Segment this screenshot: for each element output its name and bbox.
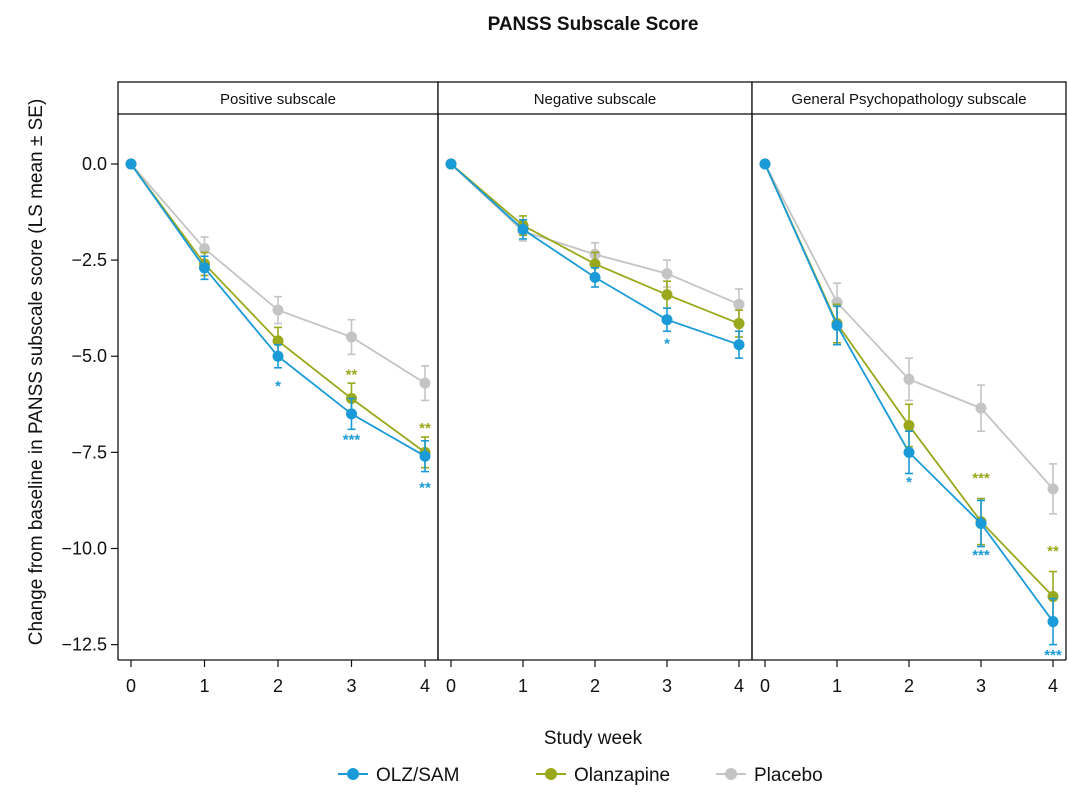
data-point xyxy=(733,339,745,351)
x-tick-label: 0 xyxy=(446,676,456,696)
data-point xyxy=(419,450,431,462)
data-point xyxy=(272,335,284,347)
x-tick-label: 4 xyxy=(1048,676,1058,696)
data-point xyxy=(661,314,673,326)
x-tick-label: 0 xyxy=(126,676,136,696)
panel-strip xyxy=(437,81,753,115)
series-olz-sam xyxy=(445,158,745,359)
data-point xyxy=(1047,483,1059,495)
y-axis-title-group: Change from baseline in PANSS subscale s… xyxy=(26,99,47,646)
panel-strip xyxy=(751,81,1067,115)
data-point xyxy=(517,223,529,235)
y-tick-label: −12.5 xyxy=(61,635,107,655)
data-point xyxy=(199,262,210,274)
y-tick-label: −10.0 xyxy=(61,538,107,558)
x-tick-label: 1 xyxy=(832,676,842,696)
data-point xyxy=(661,289,673,301)
x-axis-title: Study week xyxy=(544,728,643,749)
x-tick-label: 1 xyxy=(199,676,209,696)
data-point xyxy=(1047,616,1059,628)
series-placebo xyxy=(759,158,1059,515)
data-point xyxy=(589,271,601,283)
legend-label: Placebo xyxy=(754,765,823,786)
panel-title: General Psychopathology subscale xyxy=(791,91,1026,108)
chart-title: PANSS Subscale Score xyxy=(488,14,699,35)
x-tick-label: 4 xyxy=(420,676,430,696)
legend-item: OLZ/SAM xyxy=(338,765,459,786)
x-tick-label: 2 xyxy=(273,676,283,696)
legend-marker xyxy=(545,768,557,780)
data-point xyxy=(975,518,987,529)
data-point xyxy=(445,158,457,170)
data-point xyxy=(903,446,915,458)
significance-label: ** xyxy=(419,480,431,497)
legend-item: Olanzapine xyxy=(536,765,670,786)
significance-label: ** xyxy=(346,366,358,383)
data-point xyxy=(759,158,771,170)
data-point xyxy=(903,419,915,431)
legend-item: Placebo xyxy=(716,765,823,786)
series-olz-sam xyxy=(125,158,431,473)
legend-label: Olanzapine xyxy=(574,765,670,786)
significance-label: * xyxy=(275,378,281,395)
significance-label: ** xyxy=(419,420,431,437)
data-point xyxy=(272,304,284,316)
panel-strip xyxy=(117,81,439,115)
data-point xyxy=(125,158,137,170)
significance-label: * xyxy=(664,336,670,353)
y-tick-label: 0.0 xyxy=(82,154,107,174)
data-point xyxy=(419,377,431,389)
x-tick-label: 3 xyxy=(662,676,672,696)
data-point xyxy=(272,350,284,362)
y-tick-label: −7.5 xyxy=(71,442,107,462)
series-placebo xyxy=(445,158,745,321)
data-point xyxy=(346,408,357,420)
data-point xyxy=(903,373,915,385)
x-tick-label: 1 xyxy=(518,676,528,696)
x-tick-label: 0 xyxy=(760,676,770,696)
legend-marker xyxy=(347,768,359,780)
significance-label: *** xyxy=(1044,647,1062,664)
panel-title: Negative subscale xyxy=(534,91,657,108)
data-point xyxy=(589,258,601,270)
data-point xyxy=(733,318,745,330)
significance-label: ** xyxy=(1047,543,1059,560)
data-point xyxy=(199,243,210,255)
legend-marker xyxy=(725,768,737,780)
significance-label: *** xyxy=(972,547,990,564)
panel-2: Negative subscale 0 1 2 3 4 * xyxy=(437,81,753,696)
x-tick-label: 2 xyxy=(904,676,914,696)
y-tick-label: −2.5 xyxy=(71,250,107,270)
x-tick-label: 2 xyxy=(590,676,600,696)
series-olz-sam xyxy=(759,158,1059,646)
x-tick-label: 3 xyxy=(976,676,986,696)
data-point xyxy=(346,331,357,343)
series-placebo xyxy=(125,158,431,402)
data-point xyxy=(661,268,673,280)
x-tick-label: 3 xyxy=(346,676,356,696)
significance-label: *** xyxy=(972,470,990,487)
y-tick-label: −5.0 xyxy=(71,346,107,366)
x-tick-label: 4 xyxy=(734,676,744,696)
data-point xyxy=(831,296,843,308)
data-point xyxy=(831,319,843,331)
data-point xyxy=(975,402,987,414)
significance-label: *** xyxy=(343,432,361,449)
data-point xyxy=(1047,591,1059,603)
significance-label: * xyxy=(906,474,912,491)
legend-label: OLZ/SAM xyxy=(376,765,459,786)
panel-title: Positive subscale xyxy=(220,91,336,108)
y-axis-title: Change from baseline in PANSS subscale s… xyxy=(26,99,47,646)
plot-layer: 0.0 −2.5 −5.0 −7.5 −10.0 −12.5 Positive subsca… xyxy=(61,81,1067,696)
legend: OLZ/SAM Olanzapine Placebo xyxy=(338,765,823,786)
data-point xyxy=(733,298,745,310)
